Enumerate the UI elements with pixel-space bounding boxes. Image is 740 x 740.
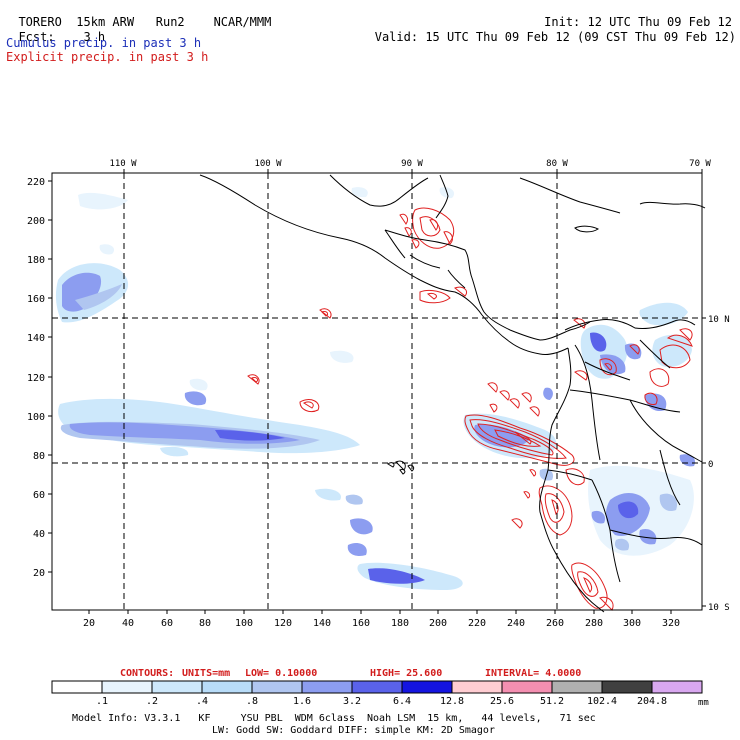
y-tick-label: 200 [27, 216, 45, 227]
colorbar-swatch [551, 680, 603, 694]
physics-info-line: LW: Godd SW: Goddard DIFF: simple KM: 2D… [212, 725, 495, 736]
valid-time: Valid: 15 UTC Thu 09 Feb 12 (09 CST Thu … [374, 30, 736, 44]
y-tick-label: 100 [27, 412, 45, 423]
y-tick-label: 40 [33, 529, 45, 540]
contours-interval: INTERVAL= 4.0000 [485, 668, 581, 679]
lon-label-90w: 90 W [401, 159, 423, 169]
y-tick-label: 220 [27, 177, 45, 188]
x-tick-label: 160 [352, 618, 370, 629]
x-tick-label: 40 [122, 618, 134, 629]
x-tick-label: 260 [546, 618, 564, 629]
model-resolution: 15km ARW [76, 15, 135, 29]
colorbar-unit: mm [698, 698, 709, 708]
colorbar-swatch [651, 680, 703, 694]
contours-high: HIGH= 25.600 [370, 668, 442, 679]
colorbar-label: .1 [96, 696, 108, 707]
lat-label-10n: 10 N [708, 315, 730, 325]
model-name: TORERO [18, 15, 62, 29]
lat-lon-grid [52, 173, 702, 610]
y-tick-label: 140 [27, 333, 45, 344]
x-tick-label: 320 [662, 618, 680, 629]
cumulus-precip-field [55, 187, 696, 590]
colorbar-label: 3.2 [343, 696, 361, 707]
colorbar-swatch [501, 680, 553, 694]
organization: NCAR/MMM [213, 15, 272, 29]
header-line-1: TORERO 15km ARW Run2 NCAR/MMM [4, 3, 271, 29]
colorbar-swatch [401, 680, 453, 694]
x-tick-label: 100 [235, 618, 253, 629]
lat-label-10s: 10 S [708, 603, 730, 613]
y-tick-label: 20 [33, 568, 45, 579]
colorbar-swatch [351, 680, 403, 694]
contours-units: UNITS=mm [182, 668, 230, 679]
colorbar-swatch [451, 680, 503, 694]
model-info-line: Model Info: V3.3.1 KF YSU PBL WDM 6class… [72, 713, 596, 724]
y-tick-label: 180 [27, 255, 45, 266]
colorbar-label: 51.2 [540, 696, 564, 707]
lat-label-0: 0 [708, 460, 713, 470]
colorbar-label: 102.4 [587, 696, 617, 707]
lon-label-110w: 110 W [109, 159, 137, 169]
x-tick-label: 280 [585, 618, 603, 629]
y-axis-labels: 220 200 180 160 140 120 100 80 60 40 20 [27, 177, 45, 579]
colorbar-label: 12.8 [440, 696, 464, 707]
colorbar-label: .8 [246, 696, 258, 707]
forecast-hour: Fcst: 3 h [18, 30, 106, 44]
colorbar-label: 204.8 [637, 696, 667, 707]
y-tick-label: 80 [33, 451, 45, 462]
x-tick-label: 60 [161, 618, 173, 629]
colorbar-swatch [301, 680, 353, 694]
x-tick-label: 120 [274, 618, 292, 629]
y-tick-label: 160 [27, 294, 45, 305]
lon-label-100w: 100 W [254, 159, 282, 169]
colorbar-swatch [201, 680, 253, 694]
colorbar-swatch [51, 680, 103, 694]
colorbar-label: 1.6 [293, 696, 311, 707]
x-axis-labels: 20 40 60 80 100 120 140 160 180 200 220 … [83, 618, 680, 629]
x-tick-label: 300 [623, 618, 641, 629]
colorbar-label: .2 [146, 696, 158, 707]
lon-label-80w: 80 W [546, 159, 568, 169]
y-tick-label: 60 [33, 490, 45, 501]
colorbar-label: 25.6 [490, 696, 514, 707]
x-tick-label: 240 [507, 618, 525, 629]
contours-info: CONTOURS: UNITS=mm LOW= 0.10000 HIGH= 25… [120, 668, 581, 679]
x-tick-label: 180 [391, 618, 409, 629]
contours-label: CONTOURS: [120, 668, 174, 679]
coastlines [199, 174, 706, 613]
lon-label-70w: 70 W [689, 159, 711, 169]
colorbar-swatch [601, 680, 653, 694]
colorbar-label: .4 [196, 696, 208, 707]
x-tick-label: 200 [429, 618, 447, 629]
explicit-precip-contours [247, 207, 693, 611]
cumulus-legend-line: Cumulus precip. in past 3 h [6, 36, 202, 50]
init-time: Init: 12 UTC Thu 09 Feb 12 [544, 15, 732, 29]
colorbar-swatch [151, 680, 203, 694]
explicit-legend-line: Explicit precip. in past 3 h [6, 50, 209, 64]
run-name: Run2 [155, 15, 185, 29]
colorbar-swatch [101, 680, 153, 694]
x-tick-label: 140 [313, 618, 331, 629]
map-frame [51, 172, 703, 611]
colorbar: .1 .2 .4 .8 1.6 3.2 6.4 12.8 25.6 51.2 102.4 204.8 [51, 680, 703, 707]
x-tick-label: 220 [468, 618, 486, 629]
colorbar-label: 6.4 [393, 696, 411, 707]
y-tick-label: 120 [27, 373, 45, 384]
x-tick-label: 20 [83, 618, 95, 629]
colorbar-swatch [251, 680, 303, 694]
axis-ticks [48, 169, 706, 614]
x-tick-label: 80 [199, 618, 211, 629]
contours-low: LOW= 0.10000 [245, 668, 317, 679]
